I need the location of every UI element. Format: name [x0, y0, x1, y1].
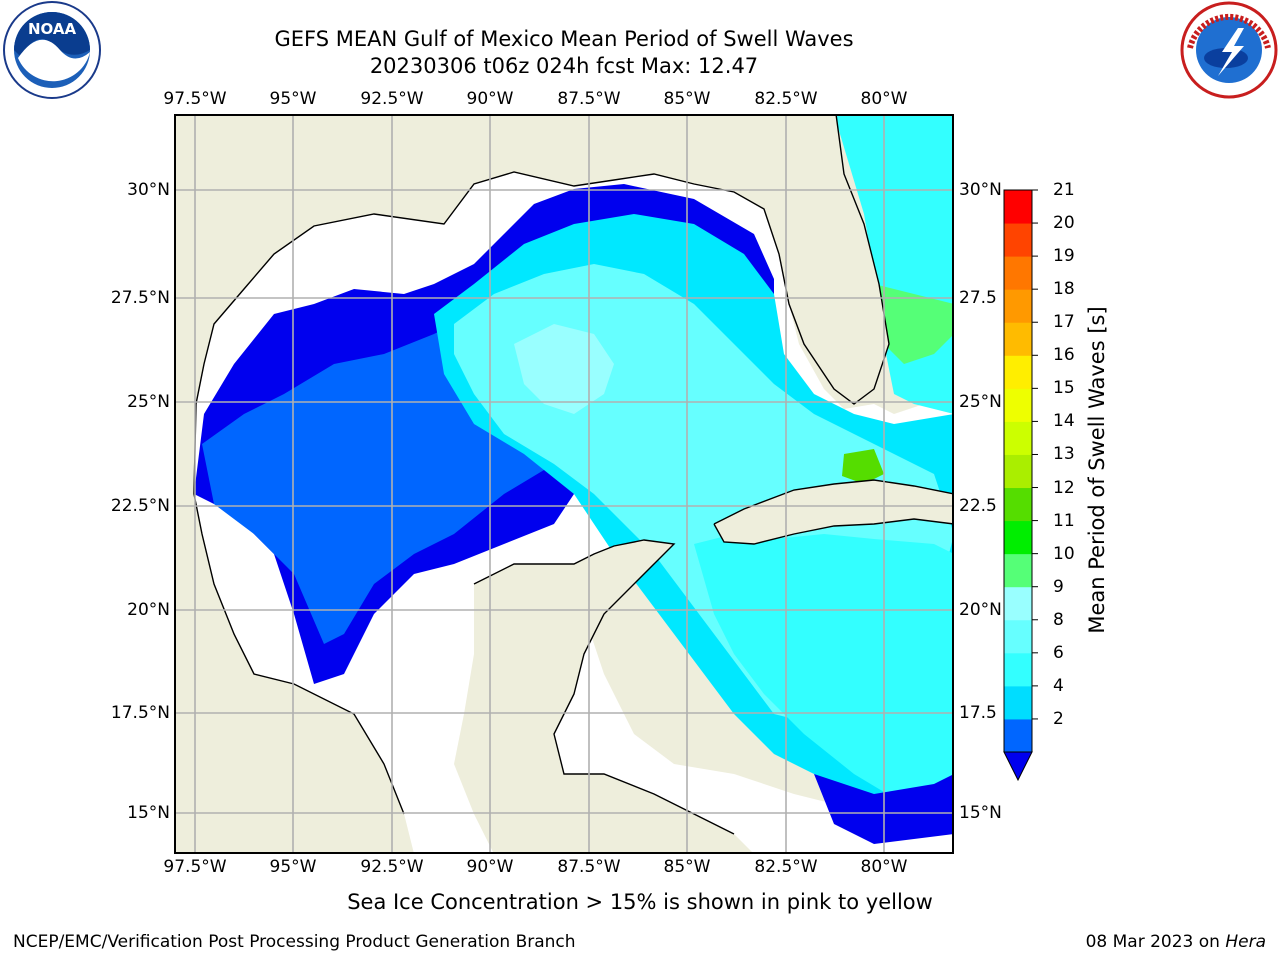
footer-credit: NCEP/EMC/Verification Post Processing Pr… — [13, 932, 576, 952]
colorbar-swatch — [1004, 256, 1032, 290]
lat-tick-right: 15°N — [959, 803, 1002, 823]
lat-tick-right: 25°N — [959, 392, 1002, 412]
colorbar-tick-label: 10 — [1053, 543, 1075, 564]
straits-swell-green — [842, 449, 884, 484]
colorbar-frame — [1003, 189, 1033, 753]
lon-tick-bottom: 80°W — [860, 857, 908, 877]
colorbar — [1003, 189, 1038, 782]
colorbar-swatch — [1004, 586, 1032, 621]
cuba-land — [714, 480, 954, 544]
lon-tick-top: 82.5°W — [754, 89, 818, 109]
lon-tick-bottom: 92.5°W — [360, 857, 424, 877]
lon-tick-top: 85°W — [663, 89, 711, 109]
lon-tick-bottom: 97.5°W — [163, 857, 227, 877]
lon-tick-bottom: 95°W — [269, 857, 317, 877]
colorbar-swatch — [1004, 652, 1032, 687]
colorbar-tick-label: 15 — [1053, 378, 1075, 399]
lat-tick-left: 25°N — [127, 392, 170, 412]
noaa-logo-text: NOAA — [28, 20, 77, 38]
colorbar-tick-label: 19 — [1053, 246, 1075, 267]
map-panel — [174, 114, 954, 854]
colorbar-swatch — [1004, 553, 1032, 588]
map-frame — [174, 114, 954, 854]
lat-tick-left: 20°N — [127, 600, 170, 620]
lat-tick-right: 22.5 — [959, 496, 997, 516]
lon-tick-top: 87.5°W — [557, 89, 621, 109]
colorbar-tick-label: 18 — [1053, 279, 1075, 300]
footer-host: Hera — [1225, 932, 1266, 952]
nws-logo — [1180, 1, 1278, 99]
lon-tick-top: 97.5°W — [163, 89, 227, 109]
colorbar-swatch — [1004, 454, 1032, 489]
colorbar-swatch — [1004, 322, 1032, 356]
colorbar-swatch — [1004, 487, 1032, 522]
colorbar-swatch — [1004, 520, 1032, 555]
colorbar-swatch — [1004, 685, 1032, 720]
lat-tick-right: 27.5 — [959, 288, 997, 308]
lon-tick-bottom: 82.5°W — [754, 857, 818, 877]
colorbar-extend-triangle — [1003, 751, 1033, 782]
colorbar-tick-label: 14 — [1053, 411, 1075, 432]
lon-tick-top: 95°W — [269, 89, 317, 109]
lat-tick-left: 15°N — [127, 803, 170, 823]
lon-tick-top: 80°W — [860, 89, 908, 109]
footer-date: 08 Mar 2023 on Hera — [1086, 932, 1266, 952]
colorbar-tick-label: 8 — [1053, 609, 1064, 630]
colorbar-swatch — [1004, 619, 1032, 654]
mexico-land — [174, 494, 414, 854]
lon-tick-top: 92.5°W — [360, 89, 424, 109]
colorbar-swatch — [1004, 223, 1032, 257]
lat-tick-right: 20°N — [959, 600, 1002, 620]
caribbean-swell-field — [694, 534, 954, 814]
atlantic-swell-green — [874, 284, 954, 364]
colorbar-swatch — [1004, 388, 1032, 422]
lon-tick-bottom: 90°W — [466, 857, 514, 877]
yucatan-land — [454, 540, 754, 854]
colorbar-tick-label: 21 — [1053, 180, 1075, 200]
lat-tick-left: 27.5°N — [110, 288, 170, 308]
sea-ice-note: Sea Ice Concentration > 15% is shown in … — [0, 890, 1280, 914]
colorbar-tick-label: 13 — [1053, 444, 1075, 465]
lon-tick-bottom: 87.5°W — [557, 857, 621, 877]
lon-tick-top: 90°W — [466, 89, 514, 109]
lat-tick-left: 22.5°N — [110, 496, 170, 516]
colorbar-swatch — [1004, 355, 1032, 389]
colorbar-tick-label: 20 — [1053, 213, 1075, 234]
lat-tick-right: 17.5 — [959, 703, 997, 723]
lat-tick-right: 30°N — [959, 180, 1002, 200]
colorbar-tick-label: 16 — [1053, 345, 1075, 366]
colorbar-swatch — [1004, 289, 1032, 323]
colorbar-tick-label: 12 — [1053, 477, 1075, 498]
us-coast-land — [174, 114, 834, 494]
colorbar-tick-label: 17 — [1053, 312, 1075, 333]
colorbar-swatch — [1004, 718, 1032, 753]
footer-date-text: 08 Mar 2023 on — [1085, 932, 1226, 952]
colorbar-tick-label: 9 — [1053, 576, 1064, 597]
lat-tick-left: 17.5°N — [110, 703, 170, 723]
colorbar-label: Mean Period of Swell Waves [s] — [1085, 306, 1109, 634]
sea-ice-note-text: Sea Ice Concentration > 15% is shown in … — [347, 890, 933, 914]
florida-land — [764, 114, 954, 404]
colorbar-tick-label: 11 — [1053, 510, 1075, 531]
colorbar-swatch — [1004, 421, 1032, 455]
colorbar-tick-label: 2 — [1053, 708, 1064, 729]
colorbar-swatch — [1004, 190, 1032, 224]
map-grid — [174, 114, 954, 854]
noaa-logo: NOAA — [3, 1, 101, 99]
lat-tick-left: 30°N — [127, 180, 170, 200]
chart-subtitle: 20230306 t06z 024h fcst Max: 12.47 — [369, 54, 759, 78]
colorbar-tick-label: 4 — [1053, 675, 1064, 696]
lon-tick-bottom: 85°W — [663, 857, 711, 877]
colorbar-tick-label: 6 — [1053, 642, 1064, 663]
chart-title: GEFS MEAN Gulf of Mexico Mean Period of … — [274, 27, 854, 51]
